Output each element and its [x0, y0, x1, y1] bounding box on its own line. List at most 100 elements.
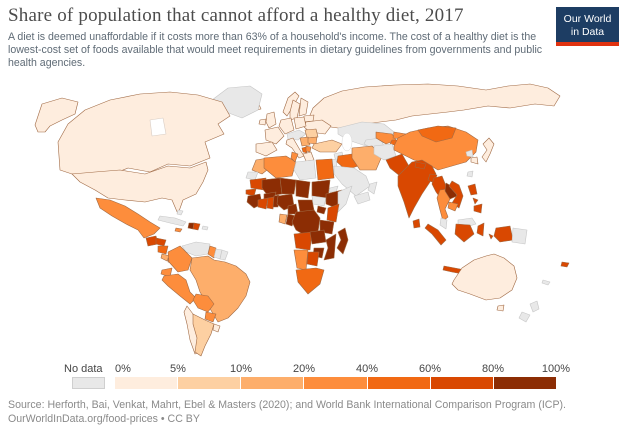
country-taiwan[interactable]	[466, 170, 474, 178]
legend-bin-80-100%[interactable]	[493, 377, 556, 389]
country-bolivia[interactable]	[192, 293, 215, 313]
country-philippines-visayas[interactable]	[472, 197, 479, 205]
country-colombia[interactable]	[167, 245, 193, 273]
country-indonesia-sulawesi[interactable]	[476, 222, 485, 237]
hudson-bay	[149, 117, 167, 137]
country-paraguay[interactable]	[204, 311, 217, 323]
legend-bin-40-60%[interactable]	[367, 377, 430, 389]
country-argentina[interactable]	[192, 313, 215, 357]
country-germany[interactable]	[278, 117, 295, 135]
country-egypt[interactable]	[315, 158, 335, 181]
country-france[interactable]	[264, 126, 285, 145]
country-namibia[interactable]	[293, 249, 309, 271]
legend-bin-20-40%[interactable]	[304, 377, 367, 389]
country-saudi-arabia[interactable]	[333, 165, 371, 197]
legend-bin-60-80%[interactable]	[430, 377, 493, 389]
owid-logo[interactable]: Our World in Data	[556, 7, 619, 46]
country-alaska[interactable]	[34, 97, 79, 133]
country-nepal[interactable]	[414, 161, 427, 170]
country-sri-lanka[interactable]	[412, 218, 421, 229]
country-new-caledonia[interactable]	[541, 279, 551, 286]
country-somalia[interactable]	[337, 185, 353, 213]
country-niger[interactable]	[279, 177, 297, 195]
country-usa[interactable]	[71, 161, 209, 215]
country-oman[interactable]	[367, 181, 378, 195]
country-uruguay[interactable]	[212, 323, 221, 333]
country-new-zealand-north[interactable]	[529, 300, 540, 313]
country-ghana[interactable]	[266, 196, 275, 210]
country-turkey[interactable]	[311, 139, 343, 153]
country-fiji[interactable]	[560, 261, 570, 268]
country-mozambique[interactable]	[323, 233, 337, 261]
country-algeria[interactable]	[263, 155, 297, 179]
no-data-swatch[interactable]	[72, 377, 105, 389]
country-indonesia-papua[interactable]	[493, 225, 514, 243]
country-dominican-republic[interactable]	[192, 222, 201, 231]
country-madagascar[interactable]	[336, 227, 349, 255]
country-russia[interactable]	[307, 83, 561, 129]
country-indonesia-kalimantan[interactable]	[454, 223, 475, 243]
country-south-sudan[interactable]	[311, 195, 327, 207]
country-japan[interactable]	[481, 137, 495, 163]
country-libya[interactable]	[293, 159, 317, 181]
country-peru[interactable]	[161, 273, 197, 305]
country-australia[interactable]	[451, 253, 518, 301]
country-cote-divoire[interactable]	[257, 197, 269, 210]
country-cambodia[interactable]	[447, 201, 459, 212]
country-cuba[interactable]	[157, 215, 187, 227]
country-romania[interactable]	[304, 128, 319, 139]
country-indonesia-sumatra[interactable]	[424, 223, 447, 246]
country-congo[interactable]	[285, 213, 297, 227]
world-map	[34, 83, 570, 357]
legend-bin-0-5%[interactable]	[115, 377, 178, 389]
country-puerto-rico[interactable]	[201, 225, 209, 231]
country-poland[interactable]	[293, 116, 307, 130]
country-uganda[interactable]	[316, 205, 327, 215]
country-sweden[interactable]	[289, 99, 301, 121]
country-philippines-luzon[interactable]	[467, 183, 478, 196]
country-central-europe[interactable]	[286, 129, 307, 141]
country-india[interactable]	[397, 159, 437, 219]
country-french-guiana[interactable]	[219, 249, 229, 261]
country-philippines-mindanao[interactable]	[473, 203, 483, 214]
country-indonesia-maluku[interactable]	[488, 233, 494, 240]
country-zambia[interactable]	[309, 229, 327, 245]
country-iberia[interactable]	[255, 141, 278, 157]
country-mexico[interactable]	[95, 197, 161, 239]
country-mongolia[interactable]	[417, 125, 457, 143]
legend-bin-10-20%[interactable]	[241, 377, 304, 389]
country-south-africa[interactable]	[295, 267, 325, 295]
country-north-macedonia[interactable]	[305, 145, 312, 153]
country-western-sahara[interactable]	[245, 171, 259, 181]
country-kenya[interactable]	[326, 203, 340, 223]
country-north-korea[interactable]	[465, 149, 474, 158]
country-angola[interactable]	[293, 231, 313, 251]
country-botswana[interactable]	[306, 251, 320, 267]
country-jamaica[interactable]	[174, 227, 183, 233]
country-ireland[interactable]	[258, 118, 267, 126]
country-united-kingdom[interactable]	[265, 111, 277, 129]
legend-bin-5-10%[interactable]	[178, 377, 241, 389]
source-line-2[interactable]: OurWorldInData.org/food-prices • CC BY	[8, 412, 200, 425]
country-tasmania[interactable]	[496, 304, 505, 312]
country-yemen[interactable]	[353, 191, 371, 205]
country-new-zealand-south[interactable]	[518, 311, 531, 323]
country-papua-new-guinea[interactable]	[511, 227, 528, 245]
country-guyana[interactable]	[207, 245, 217, 259]
country-afghanistan[interactable]	[373, 143, 397, 161]
country-tunisia[interactable]	[290, 151, 299, 163]
country-italy[interactable]	[285, 137, 305, 159]
country-honduras[interactable]	[155, 237, 167, 247]
country-brazil[interactable]	[189, 255, 251, 323]
country-greece[interactable]	[302, 151, 315, 162]
country-gabon[interactable]	[278, 213, 288, 225]
country-bahamas[interactable]	[176, 209, 184, 216]
country-nicaragua[interactable]	[157, 245, 169, 255]
country-bulgaria[interactable]	[307, 136, 318, 145]
country-malaysia[interactable]	[439, 217, 448, 230]
country-serbia[interactable]	[299, 136, 311, 147]
country-finland[interactable]	[298, 97, 309, 117]
country-norway[interactable]	[282, 91, 300, 117]
country-south-korea[interactable]	[470, 156, 479, 165]
country-chad[interactable]	[295, 179, 311, 199]
